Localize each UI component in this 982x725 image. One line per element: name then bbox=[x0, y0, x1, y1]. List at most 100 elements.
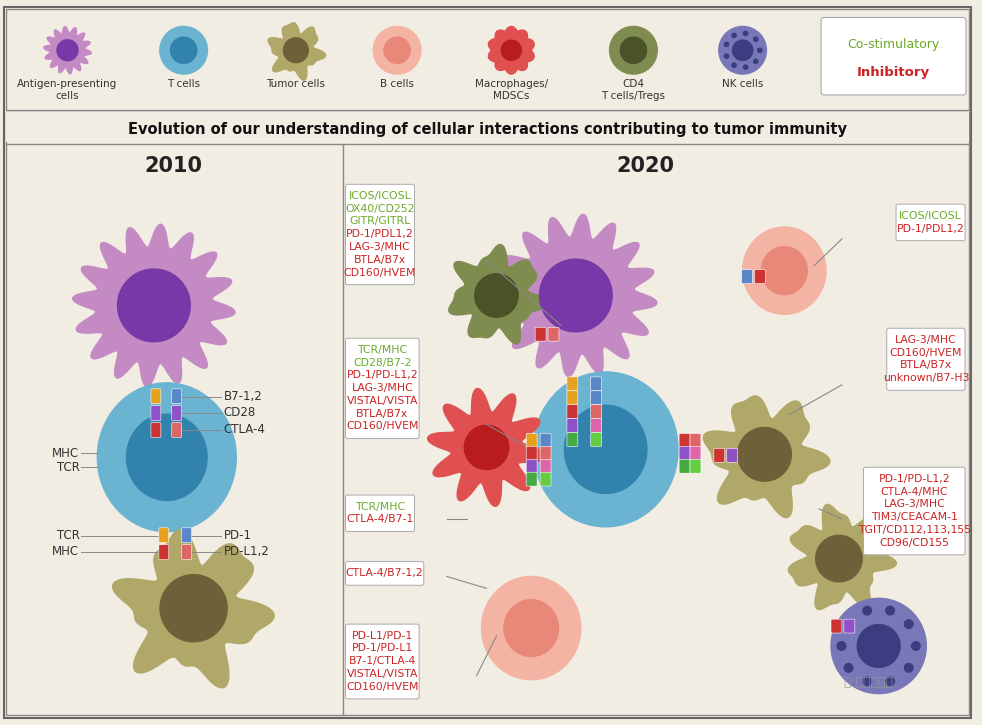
Polygon shape bbox=[284, 38, 308, 62]
Text: CD28: CD28 bbox=[223, 406, 255, 419]
Polygon shape bbox=[816, 535, 862, 582]
Circle shape bbox=[753, 37, 758, 41]
Ellipse shape bbox=[533, 372, 679, 527]
FancyBboxPatch shape bbox=[591, 418, 602, 433]
Circle shape bbox=[863, 677, 871, 686]
Circle shape bbox=[911, 642, 920, 650]
Ellipse shape bbox=[733, 40, 753, 60]
FancyBboxPatch shape bbox=[346, 184, 414, 285]
Text: BTLA/B7x: BTLA/B7x bbox=[900, 360, 952, 370]
Polygon shape bbox=[268, 22, 326, 80]
Polygon shape bbox=[488, 26, 534, 74]
FancyBboxPatch shape bbox=[680, 447, 690, 460]
FancyBboxPatch shape bbox=[567, 391, 577, 405]
Text: GITR/GITRL: GITR/GITRL bbox=[350, 217, 410, 226]
Text: LAG-3/MHC: LAG-3/MHC bbox=[352, 383, 413, 393]
Ellipse shape bbox=[719, 26, 767, 74]
Text: 2020: 2020 bbox=[617, 157, 675, 176]
Circle shape bbox=[886, 606, 895, 615]
Text: 🔬 外泌体之家: 🔬 外泌体之家 bbox=[845, 676, 894, 689]
Polygon shape bbox=[495, 215, 657, 376]
FancyBboxPatch shape bbox=[151, 423, 161, 437]
Polygon shape bbox=[449, 244, 548, 344]
FancyBboxPatch shape bbox=[159, 528, 169, 543]
Text: Macrophages/
MDSCs: Macrophages/ MDSCs bbox=[474, 79, 548, 101]
FancyBboxPatch shape bbox=[4, 7, 971, 718]
FancyBboxPatch shape bbox=[182, 528, 191, 543]
Polygon shape bbox=[737, 428, 791, 481]
FancyBboxPatch shape bbox=[540, 472, 551, 486]
Text: VISTAL/VISTA: VISTAL/VISTA bbox=[347, 669, 418, 679]
FancyBboxPatch shape bbox=[754, 270, 765, 283]
FancyBboxPatch shape bbox=[887, 328, 965, 390]
Polygon shape bbox=[44, 27, 91, 74]
Circle shape bbox=[904, 620, 913, 629]
FancyBboxPatch shape bbox=[591, 405, 602, 418]
FancyBboxPatch shape bbox=[591, 433, 602, 447]
Text: LAG-3/MHC: LAG-3/MHC bbox=[884, 500, 945, 510]
Text: Tumor cells: Tumor cells bbox=[266, 79, 325, 89]
Text: Evolution of our understanding of cellular interactions contributing to tumor im: Evolution of our understanding of cellul… bbox=[128, 123, 847, 137]
Text: PD-L1/PD-1: PD-L1/PD-1 bbox=[352, 631, 413, 641]
FancyBboxPatch shape bbox=[727, 448, 737, 463]
FancyBboxPatch shape bbox=[346, 495, 414, 531]
FancyBboxPatch shape bbox=[567, 433, 577, 447]
Text: T cells: T cells bbox=[167, 79, 200, 89]
Ellipse shape bbox=[761, 247, 807, 294]
Circle shape bbox=[732, 33, 736, 38]
FancyBboxPatch shape bbox=[6, 9, 969, 109]
Text: unknown/B7-H3: unknown/B7-H3 bbox=[883, 373, 969, 384]
Text: TCR: TCR bbox=[57, 529, 80, 542]
FancyBboxPatch shape bbox=[548, 327, 559, 341]
Circle shape bbox=[732, 63, 736, 67]
Text: PD-1/PD-L1,2: PD-1/PD-L1,2 bbox=[879, 474, 951, 484]
FancyBboxPatch shape bbox=[535, 327, 546, 341]
Circle shape bbox=[753, 59, 758, 63]
FancyBboxPatch shape bbox=[526, 472, 537, 486]
Text: PD-1/PD-L1,2: PD-1/PD-L1,2 bbox=[347, 370, 418, 381]
Text: CTLA-4/B7-1: CTLA-4/B7-1 bbox=[347, 515, 413, 524]
Ellipse shape bbox=[504, 600, 559, 656]
Polygon shape bbox=[703, 396, 830, 518]
Polygon shape bbox=[113, 530, 274, 688]
Polygon shape bbox=[118, 269, 191, 341]
Text: CTLA-4/B7-1,2: CTLA-4/B7-1,2 bbox=[346, 568, 423, 578]
Ellipse shape bbox=[610, 26, 657, 74]
Polygon shape bbox=[539, 259, 612, 332]
Text: TGIT/CD112,113,155: TGIT/CD112,113,155 bbox=[857, 525, 971, 535]
FancyBboxPatch shape bbox=[6, 112, 969, 716]
Ellipse shape bbox=[160, 26, 207, 74]
Text: CD96/CD155: CD96/CD155 bbox=[879, 538, 950, 548]
Text: TIM3/CEACAM-1: TIM3/CEACAM-1 bbox=[871, 512, 957, 522]
FancyBboxPatch shape bbox=[690, 460, 701, 473]
Circle shape bbox=[743, 65, 747, 70]
Text: PD-1/PDL1,2: PD-1/PDL1,2 bbox=[346, 229, 413, 239]
FancyBboxPatch shape bbox=[690, 434, 701, 447]
Text: B7-1/CTLA-4: B7-1/CTLA-4 bbox=[349, 656, 416, 666]
FancyBboxPatch shape bbox=[159, 544, 169, 560]
Text: PD-1/PD-L1: PD-1/PD-L1 bbox=[352, 644, 413, 653]
FancyBboxPatch shape bbox=[821, 17, 966, 95]
FancyBboxPatch shape bbox=[690, 447, 701, 460]
FancyBboxPatch shape bbox=[172, 423, 182, 437]
Polygon shape bbox=[160, 575, 227, 642]
Text: LAG-3/MHC: LAG-3/MHC bbox=[350, 242, 410, 252]
Text: CD28/B7-2: CD28/B7-2 bbox=[354, 357, 411, 368]
Circle shape bbox=[845, 663, 853, 672]
Circle shape bbox=[838, 642, 846, 650]
Ellipse shape bbox=[171, 37, 196, 63]
Text: LAG-3/MHC: LAG-3/MHC bbox=[895, 335, 956, 345]
FancyBboxPatch shape bbox=[172, 406, 182, 420]
Text: TCR/MHC: TCR/MHC bbox=[357, 345, 408, 355]
FancyBboxPatch shape bbox=[151, 406, 161, 420]
Text: OX40/CD252: OX40/CD252 bbox=[346, 204, 414, 214]
Circle shape bbox=[725, 54, 729, 58]
Text: B cells: B cells bbox=[380, 79, 414, 89]
Text: B7-1,2: B7-1,2 bbox=[223, 390, 262, 403]
FancyBboxPatch shape bbox=[863, 467, 965, 555]
FancyBboxPatch shape bbox=[896, 204, 965, 241]
Text: ICOS/ICOSL: ICOS/ICOSL bbox=[349, 191, 411, 201]
Text: Inhibitory: Inhibitory bbox=[857, 65, 930, 78]
FancyBboxPatch shape bbox=[567, 405, 577, 418]
Text: CD160/HVEM: CD160/HVEM bbox=[346, 421, 418, 431]
